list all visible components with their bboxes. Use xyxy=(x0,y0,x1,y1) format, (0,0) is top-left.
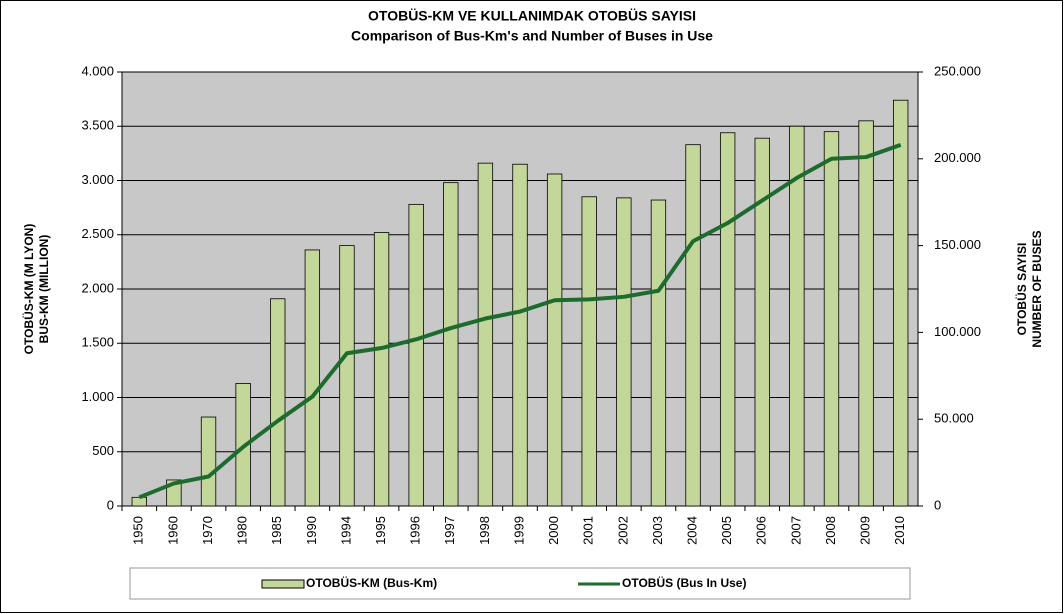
y2-tick-label: 0 xyxy=(934,497,941,512)
x-tick-label: 2005 xyxy=(719,516,734,545)
bar xyxy=(373,232,390,507)
bar xyxy=(650,199,667,507)
bar xyxy=(512,163,528,507)
x-tick-label: 2009 xyxy=(858,516,873,545)
legend-swatch xyxy=(261,579,305,589)
y2-axis-title: OTOBÜS SAYISI xyxy=(1014,243,1029,336)
y-tick-label: 0 xyxy=(107,497,114,512)
bar xyxy=(789,125,805,507)
y-tick-label: 1.500 xyxy=(81,335,114,350)
bar xyxy=(685,144,701,507)
bar xyxy=(858,120,874,507)
line xyxy=(138,143,902,500)
x-tick-label: 2006 xyxy=(754,516,769,545)
x-tick-label: 1985 xyxy=(269,516,284,545)
x-tick-label: 2010 xyxy=(892,516,907,545)
x-tick-label: 2003 xyxy=(650,516,665,545)
bar xyxy=(719,132,736,507)
y2-tick-label: 200.000 xyxy=(934,150,981,165)
x-tick-label: 1960 xyxy=(165,516,180,545)
bar xyxy=(616,197,632,507)
y-tick-label: 500 xyxy=(92,443,114,458)
legend-label: OTOBÜS-KM (Bus-Km) xyxy=(306,575,437,590)
bar xyxy=(443,182,459,507)
x-tick-label: 2008 xyxy=(823,516,838,545)
x-tick-label: 1995 xyxy=(373,516,388,545)
y2-tick-label: 150.000 xyxy=(934,237,981,252)
x-tick-label: 1980 xyxy=(235,516,250,545)
x-tick-label: 1994 xyxy=(338,516,353,545)
y-tick-label: 2.500 xyxy=(81,226,114,241)
bar xyxy=(823,131,840,507)
y-tick-label: 2.000 xyxy=(81,280,114,295)
x-tick-label: 2007 xyxy=(788,516,803,545)
bar xyxy=(408,203,424,507)
x-tick-label: 1999 xyxy=(511,516,526,545)
bar xyxy=(581,196,597,507)
legend-box xyxy=(129,567,911,600)
y2-axis-title: NUMBER OF BUSES xyxy=(1030,230,1044,347)
bar xyxy=(477,162,494,507)
bar xyxy=(546,173,563,507)
x-tick-label: 2000 xyxy=(546,516,561,545)
x-tick-label: 2001 xyxy=(581,516,596,545)
chart-title: OTOBÜS-KM VE KULLANIMDAK OTOBÜS SAYISI xyxy=(368,8,696,24)
y-axis-title: BUS-KM (MILLION) xyxy=(37,235,51,344)
x-tick-label: 1996 xyxy=(408,516,423,545)
bar xyxy=(339,245,355,507)
y-tick-label: 4.000 xyxy=(81,63,114,78)
y-axis-title: OTOBÜS-KM (M LYON) xyxy=(21,224,36,355)
x-tick-label: 1997 xyxy=(442,516,457,545)
y-tick-label: 3.000 xyxy=(81,172,114,187)
y2-tick-label: 50.000 xyxy=(934,411,974,426)
bar xyxy=(754,137,770,507)
y-tick-label: 1.000 xyxy=(81,389,114,404)
x-tick-label: 1970 xyxy=(200,516,215,545)
y-tick-label: 3.500 xyxy=(81,118,114,133)
x-tick-label: 1998 xyxy=(477,516,492,545)
x-tick-label: 1990 xyxy=(304,516,319,545)
bar xyxy=(200,416,217,507)
y2-tick-label: 100.000 xyxy=(934,324,981,339)
bar xyxy=(270,298,286,507)
legend-label: OTOBÜS (Bus In Use) xyxy=(622,575,746,590)
x-tick-label: 2002 xyxy=(615,516,630,545)
x-tick-label: 1950 xyxy=(131,516,146,545)
bar xyxy=(131,496,147,507)
bar xyxy=(893,99,909,507)
chart-subtitle: Comparison of Bus-Km's and Number of Bus… xyxy=(351,28,713,44)
y2-tick-label: 250.000 xyxy=(934,63,981,78)
bar xyxy=(304,249,321,507)
x-tick-label: 2004 xyxy=(684,516,699,545)
